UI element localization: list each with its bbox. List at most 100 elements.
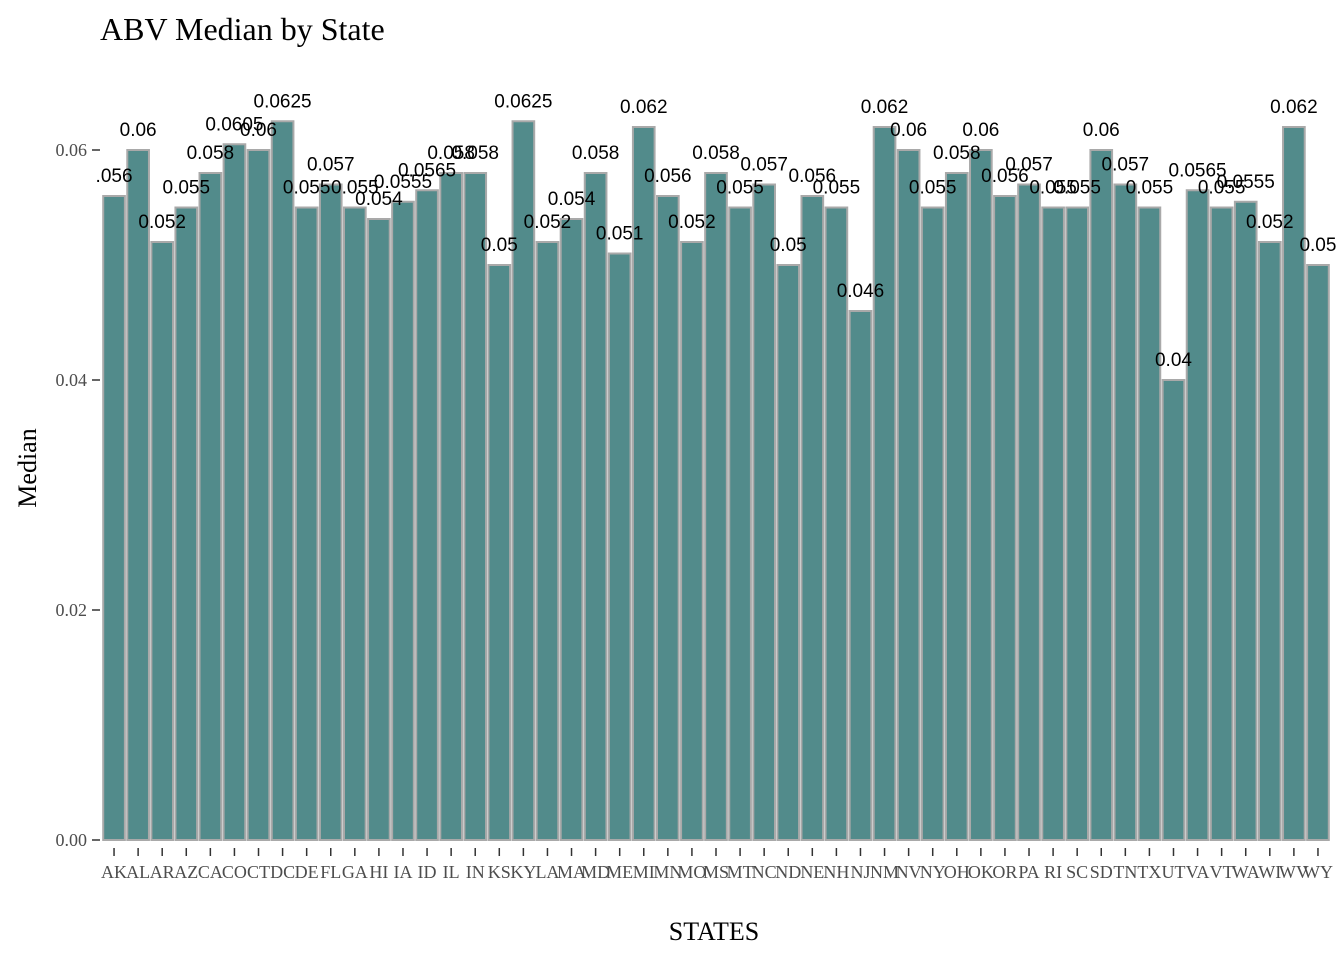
x-tick-label: CA [198,862,223,882]
x-tick-label: AK [101,862,127,882]
x-tick-label: NC [752,862,777,882]
x-tick-label: HI [369,862,388,882]
bar-data-label: 0.062 [861,97,909,118]
bar [1257,241,1282,841]
x-tick-label: NH [823,862,849,882]
bar [1209,206,1234,841]
bar [198,172,223,841]
x-tick-label: MS [703,862,729,882]
bar-data-label: 0.0555 [1217,172,1275,193]
bar-data-label: 0.0625 [494,91,552,112]
bar [1017,183,1041,841]
bar-data-label: 0.058 [451,143,499,164]
bar [511,120,536,841]
bar-data-label: 0.055 [909,178,957,199]
x-tick-label: OR [992,862,1017,882]
bar [1161,379,1186,841]
bar-data-label: 0.052 [524,212,572,233]
bar-data-label: 0.055 [813,178,861,199]
y-tick-label: 0.00 [56,830,88,850]
bar [294,206,319,841]
y-tick-label: 0.04 [56,370,88,390]
bar-data-label: 0.05 [770,235,807,256]
bar-data-label: 0.046 [837,281,885,302]
bar [824,206,849,841]
x-axis: AK AL AR AZ CA CO CT DC DE FL GA HI IA ID IL IN KS KY LAMA… [101,848,1333,882]
x-tick-label: WV [1279,862,1309,882]
bar [318,183,343,841]
bar-data-label: 0.06 [240,120,277,141]
bar [1113,183,1138,841]
x-tick-label: NV [896,862,922,882]
bar [1089,149,1114,841]
bar [439,172,463,841]
bar-data-label: 0.062 [1270,97,1318,118]
bar [246,149,271,841]
bar-data-label: 0.062 [620,97,668,118]
x-tick-label: ND [775,862,801,882]
bar-data-label: 0.0625 [254,91,312,112]
x-tick-label: IN [466,862,485,882]
x-tick-label: CT [247,862,270,882]
x-tick-label: DE [295,862,319,882]
x-tick-label: VT [1210,862,1234,882]
x-tick-label: AZ [174,862,198,882]
x-tick-label: AL [126,862,150,882]
bar [896,149,921,841]
bar [993,195,1017,841]
bar [463,172,488,841]
x-tick-label: NY [920,862,946,882]
bar [776,264,801,841]
x-tick-label: IA [393,862,412,882]
x-tick-label: MI [633,862,655,882]
bar [848,310,873,841]
bar [1282,126,1306,841]
bar-data-label: 0.055 [1029,178,1077,199]
bar [800,195,825,841]
bar [270,120,295,841]
bar-data-label: 0.055 [1198,178,1246,199]
bar-data-label: 0.055 [1126,178,1174,199]
bars [102,120,1330,841]
bar [1065,206,1090,841]
x-tick-label: ID [418,862,437,882]
bar-data-label: 0.052 [668,212,716,233]
y-axis: 0.00 0.02 0.04 0.06 [56,140,100,850]
bar [126,149,150,841]
bar [342,206,367,841]
bar-data-label: 0.051 [596,224,644,245]
bar-data-label: 0.052 [1246,212,1294,233]
x-tick-label: WA [1232,862,1260,882]
bar-data-label: 0.058 [933,143,981,164]
x-tick-label: WI [1258,862,1281,882]
bar-data-label: 0.057 [740,155,788,176]
x-tick-label: PA [1018,862,1039,882]
bar [704,172,728,841]
bar [415,189,439,841]
bar [752,183,776,841]
bar [680,241,704,841]
x-tick-label: RI [1044,862,1062,882]
y-tick-label: 0.06 [56,140,88,160]
bar [1185,189,1210,841]
x-tick-label: NM [870,862,899,882]
bar-data-label: 0.054 [548,189,596,210]
x-tick-label: MN [653,862,682,882]
x-tick-label: IL [443,862,460,882]
bar-data-label: 0.055 [1053,178,1101,199]
x-tick-label: WY [1303,862,1333,882]
x-tick-label: OK [968,862,994,882]
bar [367,218,391,841]
bar-data-label: 0.0605 [205,114,263,135]
bar [102,195,126,841]
bar-data-label: 0.057 [1102,155,1150,176]
bar [920,206,945,841]
bar-data-label: 0.05 [481,235,518,256]
bar-data-label: .056 [96,166,133,187]
bar [222,143,247,841]
x-tick-label: SD [1090,862,1113,882]
chart-title: ABV Median by State [100,11,385,47]
bar-data-label: 0.055 [163,178,211,199]
bar [535,241,560,841]
